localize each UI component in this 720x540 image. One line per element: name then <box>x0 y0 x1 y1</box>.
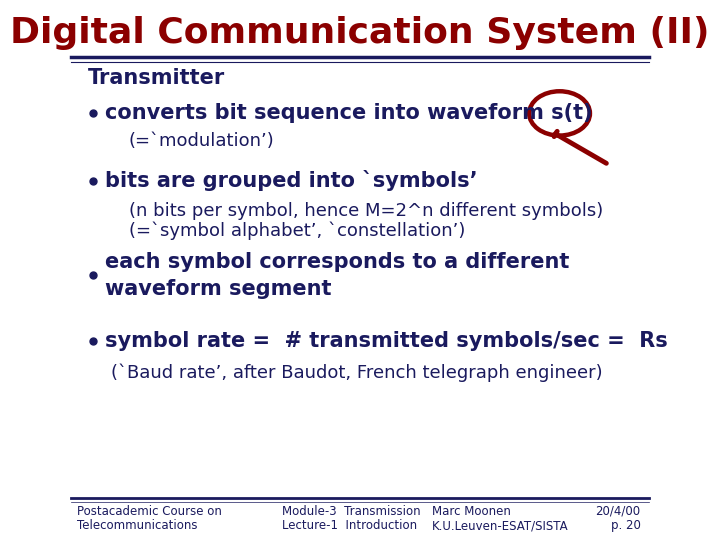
Text: Marc Moonen: Marc Moonen <box>432 505 511 518</box>
Text: Lecture-1  Introduction: Lecture-1 Introduction <box>282 519 417 532</box>
Text: Telecommunications: Telecommunications <box>76 519 197 532</box>
Text: (n bits per symbol, hence M=2^n different symbols): (n bits per symbol, hence M=2^n differen… <box>129 201 603 220</box>
Text: Digital Communication System (II): Digital Communication System (II) <box>10 17 710 50</box>
Text: converts bit sequence into waveform s(t): converts bit sequence into waveform s(t) <box>105 103 593 124</box>
Text: (`Baud rate’, after Baudot, French telegraph engineer): (`Baud rate’, after Baudot, French teleg… <box>112 363 603 382</box>
Text: Transmitter: Transmitter <box>88 68 225 88</box>
Text: K.U.Leuven-ESAT/SISTA: K.U.Leuven-ESAT/SISTA <box>432 519 569 532</box>
Text: (=`symbol alphabet’, `constellation’): (=`symbol alphabet’, `constellation’) <box>129 222 465 240</box>
Text: Postacademic Course on: Postacademic Course on <box>76 505 222 518</box>
Text: 20/4/00: 20/4/00 <box>595 505 641 518</box>
Text: p. 20: p. 20 <box>611 519 641 532</box>
Text: each symbol corresponds to a different
waveform segment: each symbol corresponds to a different w… <box>105 252 570 299</box>
Text: symbol rate =  # transmitted symbols/sec =  Rs: symbol rate = # transmitted symbols/sec … <box>105 331 668 352</box>
Text: bits are grouped into `symbols’: bits are grouped into `symbols’ <box>105 171 478 191</box>
Text: (=`modulation’): (=`modulation’) <box>129 132 274 151</box>
Text: Module-3  Transmission: Module-3 Transmission <box>282 505 420 518</box>
